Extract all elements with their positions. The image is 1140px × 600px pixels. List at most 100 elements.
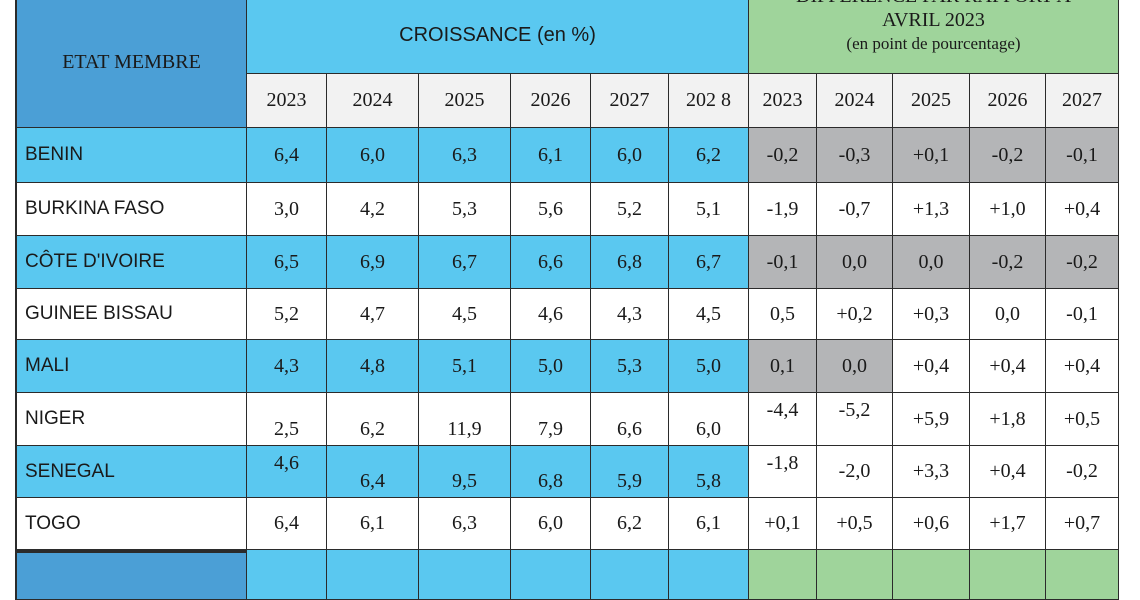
growth-cell: 4,5: [419, 289, 511, 340]
diff-cell: +0,5: [1046, 393, 1119, 446]
growth-cell: 6,1: [511, 128, 591, 183]
growth-cell: 4,5: [669, 289, 749, 340]
diff-cell: -0,2: [1046, 446, 1119, 498]
total-growth-cell: [669, 550, 749, 600]
growth-cell: 6,1: [327, 498, 419, 550]
growth-cell: 6,7: [419, 236, 511, 289]
diff-cell: -0,7: [817, 183, 893, 236]
growth-cell: 6,2: [669, 128, 749, 183]
diff-cell: +0,5: [817, 498, 893, 550]
growth-cell: 4,3: [247, 340, 327, 393]
growth-cell: 6,4: [247, 498, 327, 550]
header-difference-line: AVRIL 2023: [882, 9, 985, 31]
growth-cell: 4,7: [327, 289, 419, 340]
diff-cell: +0,4: [893, 340, 970, 393]
growth-cell: 4,2: [327, 183, 419, 236]
total-growth-cell: [511, 550, 591, 600]
diff-cell: +0,6: [893, 498, 970, 550]
diff-cell: -0,1: [1046, 128, 1119, 183]
diff-cell: +0,4: [970, 446, 1046, 498]
diff-cell: +0,4: [1046, 183, 1119, 236]
growth-cell: 4,6: [247, 446, 327, 498]
year-header-growth: 2027: [591, 74, 669, 128]
growth-cell: 3,0: [247, 183, 327, 236]
growth-cell: 6,3: [419, 498, 511, 550]
growth-cell: 6,3: [419, 128, 511, 183]
total-diff-cell: [817, 550, 893, 600]
diff-cell: -1,9: [749, 183, 817, 236]
growth-cell: 6,4: [327, 446, 419, 498]
diff-cell: -5,2: [817, 393, 893, 446]
growth-cell: 5,9: [591, 446, 669, 498]
growth-cell: 6,0: [511, 498, 591, 550]
growth-cell: 2,5: [247, 393, 327, 446]
growth-cell: 6,9: [327, 236, 419, 289]
diff-cell: +0,4: [970, 340, 1046, 393]
diff-cell: +0,2: [817, 289, 893, 340]
row-country: CÔTE D'IVOIRE: [15, 236, 247, 289]
growth-cell: 5,1: [669, 183, 749, 236]
diff-cell: +0,4: [1046, 340, 1119, 393]
diff-cell: -0,1: [749, 236, 817, 289]
total-diff-cell: [749, 550, 817, 600]
total-row-label: [15, 550, 247, 600]
growth-cell: 6,0: [327, 128, 419, 183]
diff-cell: -2,0: [817, 446, 893, 498]
year-header-growth: 202 8: [669, 74, 749, 128]
year-header-diff: 2025: [893, 74, 970, 128]
growth-cell: 5,3: [419, 183, 511, 236]
growth-cell: 5,0: [511, 340, 591, 393]
row-country: TOGO: [15, 498, 247, 550]
diff-cell: +0,7: [1046, 498, 1119, 550]
growth-cell: 6,2: [591, 498, 669, 550]
header-difference-line: DIFFERENCE PAR RAPPORT A: [796, 0, 1071, 8]
growth-cell: 9,5: [419, 446, 511, 498]
diff-cell: 0,0: [893, 236, 970, 289]
growth-cell: 5,3: [591, 340, 669, 393]
growth-cell: 5,2: [591, 183, 669, 236]
diff-cell: +1,0: [970, 183, 1046, 236]
growth-cell: 6,2: [327, 393, 419, 446]
growth-cell: 5,1: [419, 340, 511, 393]
growth-cell: 6,6: [511, 236, 591, 289]
growth-cell: 5,8: [669, 446, 749, 498]
year-header-growth: 2023: [247, 74, 327, 128]
diff-cell: 0,0: [817, 236, 893, 289]
year-header-growth: 2024: [327, 74, 419, 128]
growth-cell: 4,3: [591, 289, 669, 340]
row-country: GUINEE BISSAU: [15, 289, 247, 340]
total-diff-cell: [1046, 550, 1119, 600]
growth-cell: 11,9: [419, 393, 511, 446]
diff-cell: -0,2: [970, 236, 1046, 289]
total-growth-cell: [327, 550, 419, 600]
growth-cell: 4,6: [511, 289, 591, 340]
diff-cell: 0,1: [749, 340, 817, 393]
diff-cell: -0,2: [1046, 236, 1119, 289]
diff-cell: +5,9: [893, 393, 970, 446]
growth-cell: 6,8: [591, 236, 669, 289]
growth-cell: 6,0: [591, 128, 669, 183]
diff-cell: 0,0: [970, 289, 1046, 340]
growth-cell: 6,0: [669, 393, 749, 446]
diff-cell: +0,1: [893, 128, 970, 183]
diff-cell: 0,0: [817, 340, 893, 393]
header-difference: DIFFERENCE PAR RAPPORT AAVRIL 2023 (en po…: [749, 0, 1119, 74]
total-diff-cell: [970, 550, 1046, 600]
growth-cell: 5,2: [247, 289, 327, 340]
total-diff-cell: [893, 550, 970, 600]
header-difference-line: (en point de pourcentage): [846, 34, 1021, 53]
total-growth-cell: [419, 550, 511, 600]
growth-cell: 6,4: [247, 128, 327, 183]
row-country: MALI: [15, 340, 247, 393]
diff-cell: +1,3: [893, 183, 970, 236]
diff-cell: 0,5: [749, 289, 817, 340]
growth-cell: 5,0: [669, 340, 749, 393]
header-growth: CROISSANCE (en %): [247, 0, 749, 74]
growth-cell: 7,9: [511, 393, 591, 446]
total-growth-cell: [247, 550, 327, 600]
row-country: SENEGAL: [15, 446, 247, 498]
year-header-diff: 2023: [749, 74, 817, 128]
diff-cell: -0,2: [749, 128, 817, 183]
diff-cell: +3,3: [893, 446, 970, 498]
growth-cell: 6,6: [591, 393, 669, 446]
